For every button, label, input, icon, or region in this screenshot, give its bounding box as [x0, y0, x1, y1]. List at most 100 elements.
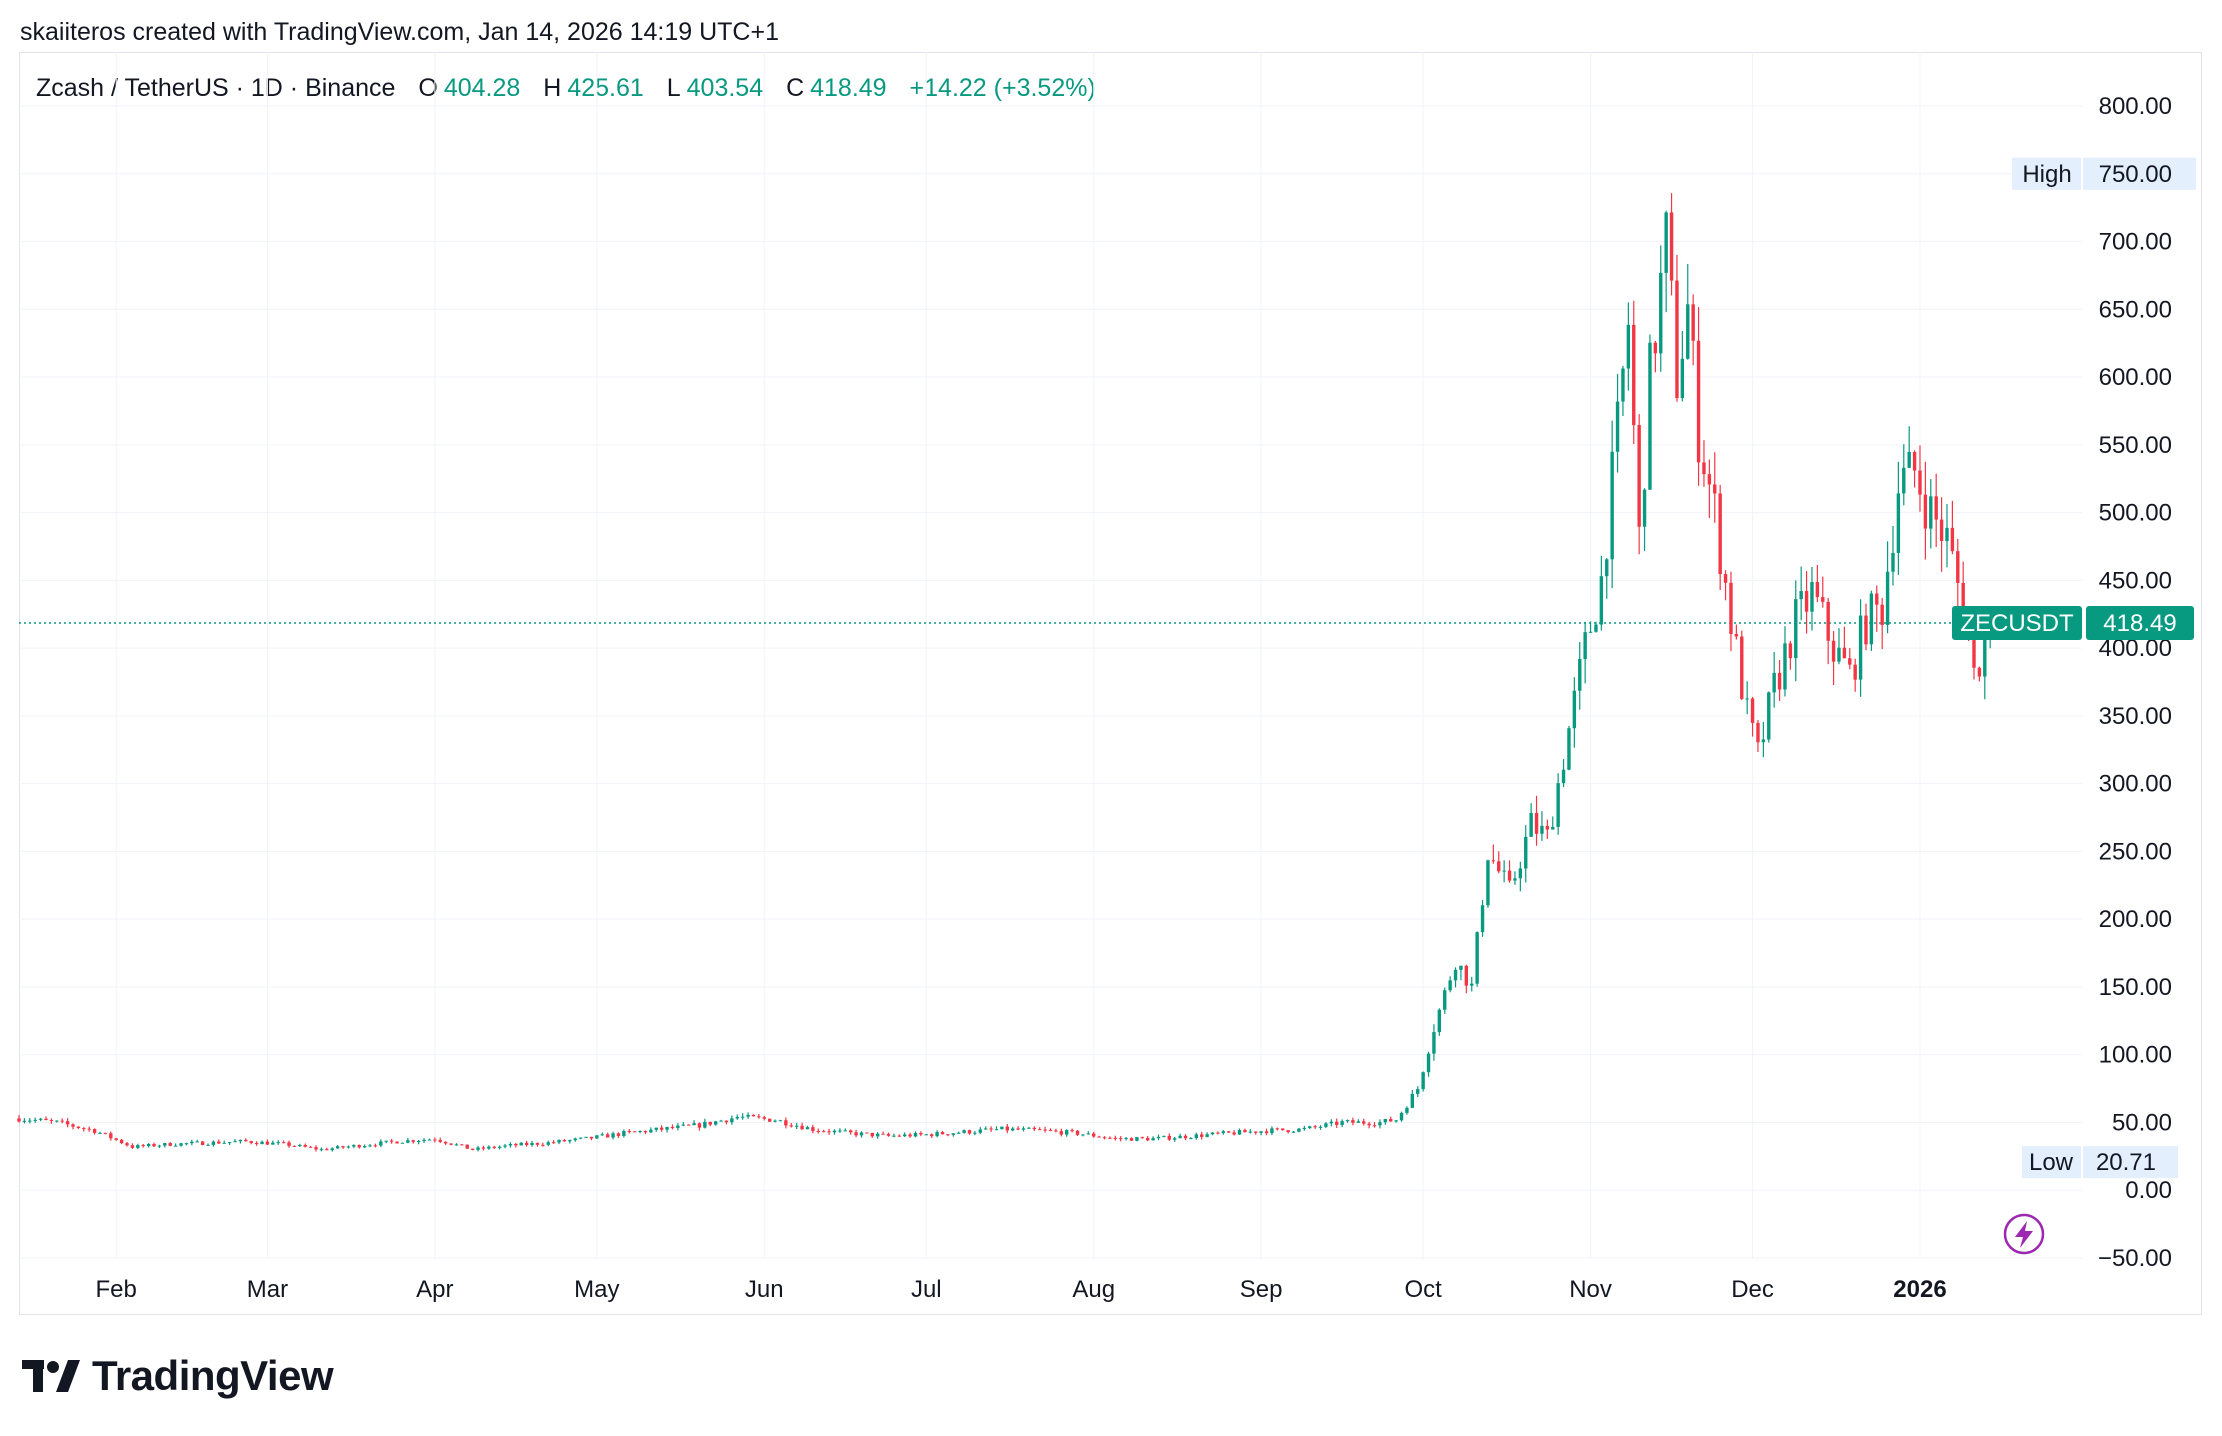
candle-body	[1637, 425, 1641, 527]
candle-body	[1956, 551, 1960, 583]
candle-body	[1486, 860, 1490, 906]
candle-body	[314, 1147, 318, 1150]
candle-body	[530, 1142, 534, 1145]
candle-body	[1470, 983, 1474, 986]
candle-body	[1167, 1135, 1172, 1140]
open-label: O	[418, 74, 438, 102]
candle-body	[1810, 582, 1814, 612]
price-tick-label: 50.00	[2112, 1109, 2172, 1136]
candle-body	[854, 1132, 858, 1136]
candle-body	[800, 1125, 804, 1130]
candle-body	[1729, 582, 1733, 634]
candle-body	[1464, 965, 1469, 986]
candle-body	[654, 1127, 658, 1130]
candle-body	[1718, 493, 1722, 575]
candle-body	[816, 1131, 820, 1133]
candle-body	[605, 1134, 610, 1138]
candle-body	[173, 1145, 178, 1147]
candle-body	[665, 1127, 669, 1130]
candle-body	[1367, 1123, 1371, 1126]
time-tick-label: Jun	[745, 1276, 784, 1303]
time-tick-label: Sep	[1240, 1276, 1283, 1303]
candle-body	[978, 1129, 982, 1133]
candle-body	[1853, 664, 1857, 680]
candle-body	[611, 1133, 615, 1138]
candle-body	[508, 1143, 513, 1146]
candle-body	[82, 1128, 86, 1130]
candle-body	[1561, 769, 1566, 784]
candle-body	[238, 1139, 243, 1142]
candle-body	[287, 1142, 291, 1146]
change-value: +14.22 (+3.52%)	[909, 74, 1096, 102]
candle-body	[1615, 401, 1620, 452]
candle-body	[65, 1121, 70, 1125]
candle-body	[589, 1136, 594, 1139]
high-tag-value: 750.00	[2099, 161, 2172, 188]
open-value: 404.28	[443, 74, 521, 102]
candle-body	[1378, 1122, 1382, 1126]
candle-body	[114, 1138, 118, 1140]
candle-body	[1345, 1120, 1350, 1122]
candle-body	[929, 1134, 934, 1137]
candle-body	[1151, 1138, 1155, 1141]
bolt-glyph	[2015, 1221, 2033, 1248]
candle-body	[1912, 451, 1917, 471]
candle-body	[1950, 527, 1955, 552]
close-label: C	[786, 74, 805, 102]
candle-body	[632, 1131, 637, 1133]
candle-body	[1027, 1127, 1031, 1129]
candle-body	[200, 1141, 205, 1146]
candle-body	[1097, 1136, 1101, 1138]
tradingview-brand[interactable]: TradingView	[22, 1352, 334, 1400]
symbol-title[interactable]: Zcash / TetherUS · 1D · Binance	[36, 74, 396, 102]
candle-body	[681, 1124, 685, 1126]
candle-body	[897, 1135, 901, 1137]
candle-body	[1329, 1121, 1334, 1124]
candle-body	[1794, 599, 1798, 659]
candle-body	[1297, 1128, 1301, 1132]
candle-body	[848, 1130, 853, 1133]
candle-body	[1281, 1128, 1285, 1131]
candle-body	[1410, 1093, 1415, 1108]
candle-body	[967, 1130, 972, 1134]
candle-body	[713, 1121, 718, 1125]
candle-body	[697, 1123, 702, 1128]
candle-body	[983, 1128, 988, 1130]
candle-body	[989, 1128, 993, 1130]
candle-body	[1432, 1032, 1436, 1054]
candle-body	[1140, 1137, 1145, 1139]
candle-body	[130, 1145, 135, 1148]
candle-body	[1907, 451, 1911, 468]
candle-body	[1491, 860, 1496, 862]
candle-body	[1086, 1133, 1091, 1135]
candle-body	[1016, 1128, 1020, 1130]
candle-body	[1318, 1126, 1323, 1128]
price-tick-label: 350.00	[2099, 703, 2172, 730]
candle-body	[1545, 825, 1550, 830]
candle-body	[659, 1127, 664, 1130]
candle-body	[757, 1116, 761, 1118]
candle-body	[649, 1129, 653, 1133]
candle-body	[427, 1139, 432, 1141]
candle-body	[1885, 571, 1890, 625]
candle-body	[1772, 672, 1776, 693]
candle-body	[1259, 1131, 1263, 1133]
candle-body	[1767, 692, 1771, 740]
candle-body	[1032, 1127, 1036, 1130]
candle-body	[1599, 576, 1604, 625]
candle-body	[1421, 1072, 1425, 1090]
candle-body	[1200, 1134, 1204, 1137]
candle-body	[335, 1146, 340, 1149]
candle-body	[433, 1139, 437, 1141]
candle-body	[676, 1125, 680, 1129]
candle-body	[1291, 1131, 1296, 1133]
candle-body	[1173, 1138, 1177, 1140]
candle-body	[1540, 825, 1544, 834]
candle-body	[1389, 1119, 1393, 1122]
candle-body	[1745, 698, 1749, 700]
candle-body	[352, 1145, 356, 1147]
candle-body	[422, 1139, 426, 1142]
candle-body	[22, 1120, 27, 1122]
candle-body	[1891, 552, 1895, 572]
